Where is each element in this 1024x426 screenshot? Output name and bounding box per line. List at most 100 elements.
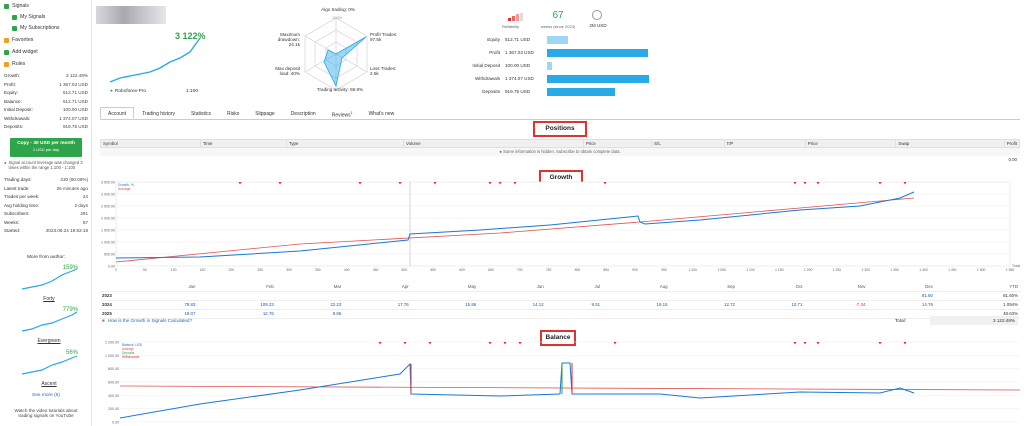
x-tick-label: 1 350 (890, 268, 899, 272)
stat-row: Avg holding time: 2 days (4, 203, 88, 208)
growth-cell: -7.34 (804, 300, 868, 310)
sidebar: Signals My Signals My Subscriptions Favo… (0, 0, 92, 426)
y-tick-label: 1 000.00 (101, 241, 115, 245)
growth-cell: 78.83 (130, 300, 198, 310)
x-tick-label: 250 (257, 268, 263, 272)
stat-row: Profit: 1 367.03 USD (4, 82, 88, 87)
total-label: Total: (895, 318, 906, 323)
author-signal-forty[interactable]: 159% Forty (20, 265, 78, 305)
x-tick-label: 1 250 (833, 268, 842, 272)
growth-cell (545, 309, 603, 319)
see-more-link[interactable]: See more (5) (32, 393, 60, 398)
nav-favorites[interactable]: Favorites (4, 37, 33, 43)
legend-average: Average (118, 187, 131, 191)
event-marker (503, 342, 507, 345)
event-marker (816, 342, 820, 345)
nav-my-signals[interactable]: My Signals (12, 14, 45, 20)
month-header: YTD (934, 282, 1020, 292)
summary-label: Initial Deposit (472, 63, 500, 68)
nav-add-widget[interactable]: Add widget (4, 49, 38, 55)
growth-cell: 15.86 (410, 300, 479, 310)
stat-label: Deposits: (4, 124, 24, 129)
balance-legend: Withdrawals (122, 355, 140, 359)
summary-value: 1 367.03 USD (505, 50, 534, 55)
event-marker (433, 182, 437, 185)
y-tick-label: 1 500.00 (101, 229, 115, 233)
growth-cell: 10.71 (737, 300, 805, 310)
growth-cell (343, 309, 411, 319)
tab-trading-history[interactable]: Trading history (142, 111, 175, 117)
month-header-row: Jan Feb Mar Apr May Jun Jul Aug Sep Oct Nov Dec YTD (100, 282, 1020, 292)
stat-value: 1 374.07 USD (59, 115, 88, 121)
tab-risks[interactable]: Risks (226, 111, 240, 117)
stat-value: 100.00 USD (62, 107, 88, 112)
growth-cell (343, 291, 411, 301)
year-cell (100, 282, 130, 292)
tab-account[interactable]: Account (100, 107, 135, 119)
tab-description[interactable]: Description (290, 111, 316, 117)
summary-label: Withdrawals (474, 76, 500, 81)
broker-link[interactable]: Roboforex-Pro (114, 89, 147, 94)
stat-row: Latest trade: 26 minutes ago (4, 186, 88, 191)
balance-legend: Average (122, 347, 134, 351)
event-marker (238, 182, 242, 185)
nav-my-subscriptions[interactable]: My Subscriptions (12, 25, 60, 31)
tab-statistics[interactable]: Statistics (190, 111, 211, 117)
growth-cell: 14.12 (478, 300, 546, 310)
author-signal-evergreen[interactable]: 779% Evergreen (20, 307, 78, 347)
event-marker (498, 182, 502, 185)
video-tutorials-note: Watch the video tutorials about trading … (14, 408, 78, 418)
x-tick-label: 1 550 (1006, 268, 1015, 272)
stat-value: 2023.09.24 19:53:18 (45, 228, 88, 233)
subscriptions-icon (12, 25, 17, 31)
x-tick-label: 850 (603, 268, 609, 272)
copy-signal-button[interactable]: Copy - 30 USD per month 1 USD per day (10, 138, 82, 157)
growth-cell (197, 291, 276, 301)
author-signal-ascent[interactable]: 56% Ascent (20, 350, 78, 390)
help-icon: ■ (102, 318, 105, 323)
column-header: Time (199, 139, 287, 148)
nav-signals[interactable]: Signals (4, 3, 29, 9)
y-tick-label: 2 000.00 (101, 217, 115, 221)
growth-how-link[interactable]: ■ How is the Growth in Signals Calculated… (102, 318, 193, 323)
balance-legend: Balance, USD (122, 343, 143, 347)
x-tick-label: 550 (430, 268, 436, 272)
leverage-value: 1:100 (186, 89, 199, 94)
trades-axis-label: Trades (1012, 264, 1020, 268)
growth-cell: 81.60 (867, 291, 935, 301)
balance-line (119, 362, 915, 419)
column-header: Volume (403, 139, 584, 148)
stat-value: 919.75 USD (62, 124, 88, 129)
author-signal-name[interactable]: Evergreen (37, 338, 61, 344)
x-tick-label: 1 300 (862, 268, 871, 272)
summary-bar (547, 62, 553, 70)
column-header: Price (804, 139, 897, 148)
y-tick-label: 0.00 (112, 421, 119, 425)
growth-cell: 81.60% (934, 291, 1020, 301)
tab-what-s-new[interactable]: What's new (368, 111, 395, 117)
nav-rules[interactable]: Rules (4, 61, 25, 67)
event-marker (903, 342, 907, 345)
stat-value: 2 days (74, 202, 88, 208)
stat-value: 291 (80, 211, 88, 216)
column-header: Price (582, 139, 653, 148)
y-tick-label: 3 000.00 (101, 193, 115, 197)
tab-slippage[interactable]: Slippage (255, 111, 275, 117)
author-signal-name[interactable]: Forty (43, 296, 55, 302)
growth-cell (130, 291, 198, 301)
growth-cell (804, 291, 868, 301)
stat-label: Trades per week: (4, 194, 40, 199)
column-header: Type (285, 139, 405, 148)
y-tick-label: 400.00 (108, 394, 119, 398)
weeks-label: weeks (since 2023) (540, 24, 576, 29)
x-tick-label: 350 (315, 268, 321, 272)
radar-chart (304, 17, 368, 91)
author-signal-name[interactable]: Ascent (41, 381, 57, 387)
stat-row: Deposits: 919.75 USD (4, 124, 88, 129)
mini-chart (21, 311, 78, 332)
column-header: Profit (1003, 139, 1021, 148)
growth-cell: 9.51 (545, 300, 603, 310)
stat-row: Started: 2023.09.24 19:53:18 (4, 228, 88, 233)
event-marker (793, 182, 797, 185)
tab-reviews[interactable]: Reviews1 (331, 111, 353, 119)
